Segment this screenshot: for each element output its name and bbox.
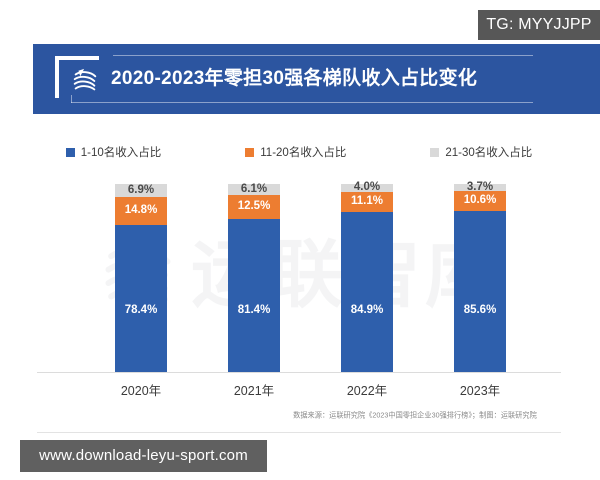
bar-segment-tier1: 78.4% [115,224,167,372]
legend-swatch-tier1 [65,147,75,157]
bar-segment-tier2-label: 12.5% [237,200,271,213]
corner-bracket-icon [55,56,99,98]
header-rule-bottom [71,95,533,103]
x-axis-tick-label: 2023年 [459,384,501,398]
bar-group: 6.1% 12.5% 81.4% [228,183,280,372]
bar-segment-tier3: 3.7% [454,180,506,193]
bar-segment-tier3-label: 4.0% [353,181,381,194]
legend-label-tier3: 21-30名收入占比 [445,147,533,159]
bar-segment-tier3-label: 6.1% [240,183,268,195]
x-axis-tick-label: 2021年 [233,384,275,398]
header-rule-top [113,55,533,56]
tg-handle-badge: TG: MYYJJPP [478,10,600,40]
legend-swatch-tier2 [245,147,255,157]
bar-segment-tier1-label: 85.6% [463,303,497,316]
bar-group: 4.0% 11.1% 84.9% [341,181,393,372]
bar-group: 6.9% 14.8% 78.4% [115,184,167,372]
chart-card: 运联智库 1-10名收入占比 11-20名收入占比 21-30名收入占比 6.9… [33,114,565,440]
chart-header-banner: 2020-2023年零担30强各梯队收入占比变化 [33,44,600,114]
chart-x-axis: 2020年 2021年 2022年 2023年 [33,380,565,402]
bar-segment-tier3-label: 3.7% [466,180,494,193]
legend-label-tier1: 1-10名收入占比 [80,147,162,159]
bar-segment-tier1-label: 84.9% [350,303,384,316]
bar-segment-tier3-label: 6.9% [127,183,155,196]
bar-segment-tier1: 84.9% [341,212,393,372]
legend-item-tier1: 1-10名收入占比 [65,144,162,160]
legend-item-tier2: 11-20名收入占比 [245,144,346,160]
bar-segment-tier2: 10.6% [454,191,506,212]
bar-segment-tier1: 81.4% [228,218,280,372]
x-axis-tick-label: 2022年 [346,384,388,398]
bar-segment-tier2: 11.1% [341,191,393,213]
yunlian-swirl-logo-icon [70,66,100,96]
x-axis-tick-label: 2020年 [120,384,162,398]
website-url-bar: www.download-leyu-sport.com [20,440,267,472]
bar-segment-tier1-label: 81.4% [237,303,271,316]
source-divider [37,432,561,433]
legend-label-tier2: 11-20名收入占比 [260,147,347,159]
source-note: 数据来源：运联研究院《2023中国零担企业30强排行榜》；制图：运联研究院 [293,410,537,420]
bar-segment-tier1: 85.6% [454,211,506,372]
bar-segment-tier3: 4.0% [341,181,393,194]
bar-segment-tier2: 14.8% [115,196,167,225]
bar-segment-tier2-label: 14.8% [124,204,158,217]
chart-baseline [37,372,561,373]
chart-plot-area: 6.9% 14.8% 78.4% 6.1% 12.5% 81.4% 4.0% 11.1% 84.… [33,180,565,373]
bar-segment-tier1-label: 78.4% [124,303,158,316]
page-title: 2020-2023年零担30强各梯队收入占比变化 [111,68,478,89]
bar-segment-tier2-label: 11.1% [351,195,383,208]
bar-segment-tier3: 6.1% [228,183,280,196]
chart-legend: 1-10名收入占比 11-20名收入占比 21-30名收入占比 [33,144,565,160]
bar-segment-tier2-label: 10.6% [463,194,497,207]
legend-item-tier3: 21-30名收入占比 [430,144,532,160]
bar-group: 3.7% 10.6% 85.6% [454,180,506,372]
bar-segment-tier2: 12.5% [228,195,280,219]
bar-segment-tier3: 6.9% [115,184,167,197]
legend-swatch-tier3 [430,147,440,157]
